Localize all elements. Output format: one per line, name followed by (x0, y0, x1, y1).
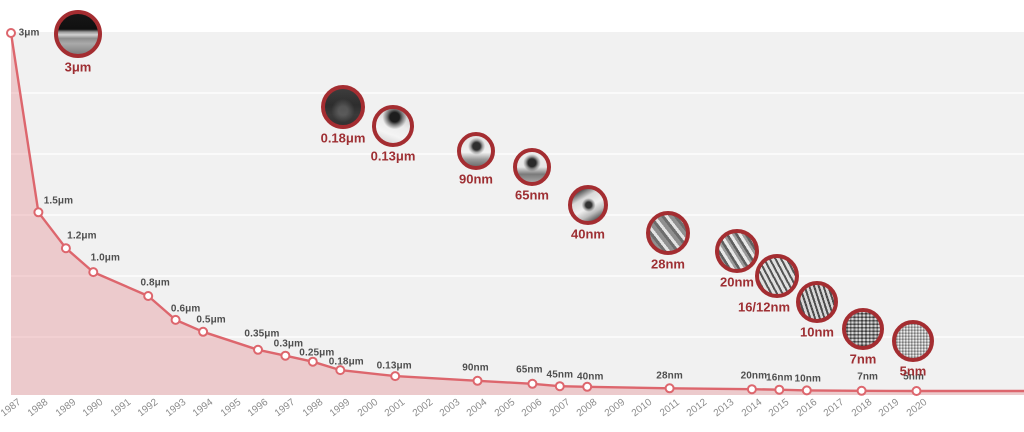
data-point-marker (554, 381, 565, 392)
data-point-marker (33, 207, 44, 218)
node-size-label: 5nm (903, 371, 924, 383)
node-size-label: 0.3μm (273, 338, 304, 350)
micrograph-40nm-image (568, 185, 608, 225)
micrograph-label: 10nm (800, 324, 834, 340)
micrograph-7nm-image (842, 308, 884, 350)
data-point-marker (774, 384, 785, 395)
node-size-label: 0.35μm (244, 328, 280, 340)
node-size-label: 20nm (740, 370, 768, 382)
data-point-marker (856, 385, 867, 396)
micrograph-018m-image (321, 85, 365, 129)
micrograph-3m-image (54, 10, 102, 58)
node-size-label: 3μm (18, 27, 40, 39)
node-size-label: 90nm (462, 362, 489, 374)
micrograph-label: 7nm (849, 351, 877, 367)
node-size-label: 1.5μm (43, 195, 74, 207)
node-size-label: 0.8μm (140, 277, 170, 289)
node-size-label: 1.0μm (90, 252, 121, 264)
micrograph-28nm-image (646, 211, 690, 255)
data-point-marker (307, 356, 318, 367)
micrograph-013m-image (372, 105, 414, 147)
node-size-label: 28nm (656, 370, 683, 382)
node-size-label: 65nm (516, 364, 543, 376)
node-size-label: 0.13μm (376, 360, 412, 372)
micrograph-10nm-image (796, 281, 838, 323)
node-size-label: 16nm (766, 372, 793, 384)
data-point-marker (527, 378, 538, 389)
data-point-marker (390, 371, 401, 382)
micrograph-1612nm-image (755, 254, 799, 298)
data-point-marker (143, 291, 154, 301)
micrograph-label: 5nm (899, 363, 927, 379)
micrograph-label: 16/12nm (737, 299, 791, 315)
node-size-label: 0.5μm (196, 314, 226, 326)
node-size-label: 40nm (576, 371, 604, 383)
micrograph-label: 0.18μm (320, 130, 366, 146)
data-point-marker (60, 243, 71, 254)
data-point-marker (582, 381, 593, 392)
data-point-marker (88, 267, 99, 278)
data-point-marker (801, 385, 812, 396)
micrograph-label: 90nm (459, 171, 493, 187)
data-point-marker (335, 365, 346, 376)
micrograph-label: 65nm (515, 187, 549, 203)
data-point-marker (664, 383, 675, 394)
data-point-marker (746, 384, 757, 395)
node-size-label: 0.18μm (328, 356, 364, 368)
data-point-marker (170, 314, 181, 325)
node-size-label: 45nm (546, 369, 574, 381)
data-point-marker (472, 375, 483, 386)
micrograph-label: 28nm (651, 256, 685, 272)
data-point-marker (6, 28, 16, 38)
micrograph-label: 3μm (64, 59, 92, 75)
node-size-label: 7nm (857, 371, 879, 383)
area-fill (11, 33, 1024, 395)
micrograph-label: 40nm (571, 226, 605, 242)
micrograph-label: 0.13μm (370, 148, 416, 164)
node-size-label: 0.25μm (299, 347, 335, 359)
data-point-marker (280, 350, 291, 361)
micrograph-20nm-image (715, 229, 759, 273)
node-size-label: 0.6μm (170, 303, 201, 315)
data-point-marker (253, 344, 263, 355)
node-size-label: 1.2μm (67, 230, 97, 242)
node-size-label: 10nm (794, 373, 822, 385)
data-point-marker (911, 386, 922, 396)
micrograph-5nm-image (892, 320, 934, 362)
micrograph-65nm-image (513, 148, 551, 186)
data-point-marker (198, 326, 209, 337)
micrograph-90nm-image (457, 132, 495, 170)
micrograph-label: 20nm (720, 274, 754, 290)
